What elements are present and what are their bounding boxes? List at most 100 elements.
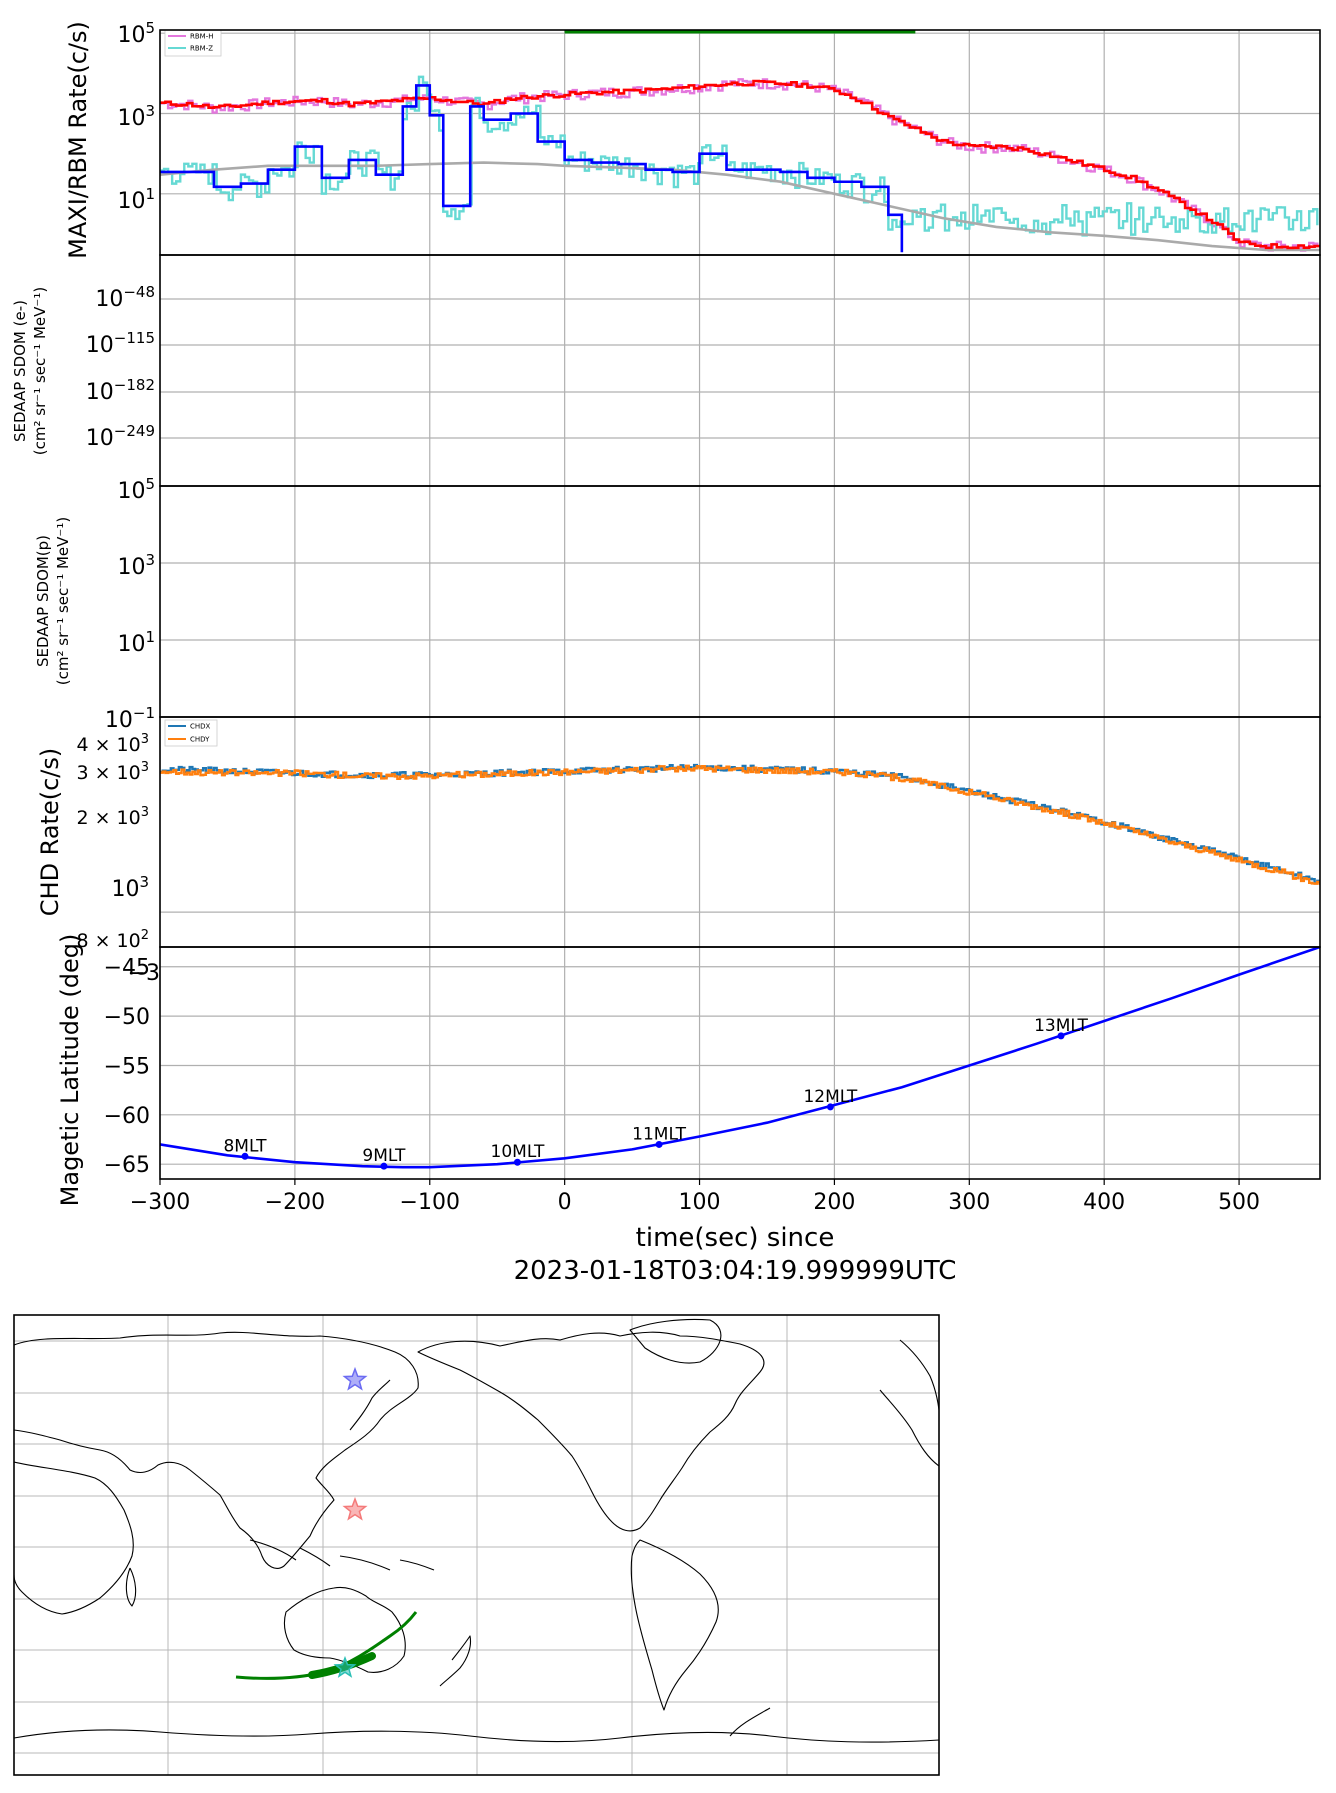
sdom-p-ylabel-2: (cm² sr⁻¹ sec⁻¹ MeV⁻¹) xyxy=(54,517,72,685)
x-tick-label: 400 xyxy=(1083,1190,1125,1215)
coast-asia-europe xyxy=(14,1331,419,1569)
coast-newzealand xyxy=(439,1635,472,1687)
series-rbm-gray xyxy=(160,161,1320,252)
coast-australia xyxy=(283,1586,406,1673)
tick-1e-115: 10−115 xyxy=(86,329,155,358)
mlt-label: 10MLT xyxy=(491,1142,545,1162)
maglat-partial-tick: −3 xyxy=(128,961,160,986)
mlt-point xyxy=(655,1140,663,1148)
tick-p-1e5: 105 xyxy=(117,475,155,504)
red-star-icon xyxy=(342,1496,368,1521)
mlt-label: 11MLT xyxy=(632,1124,686,1144)
tick-1e-48: 10−48 xyxy=(95,283,155,312)
sdom-e-ylabel-2: (cm² sr⁻¹ sec⁻¹ MeV⁻¹) xyxy=(31,287,49,455)
sdom-e-ylabel-1: SEDAAP SDOM (e-) xyxy=(11,300,29,442)
x-tick-label: 0 xyxy=(558,1190,572,1215)
tick-1e3: 103 xyxy=(117,102,155,131)
blue-star-icon xyxy=(342,1366,368,1391)
map-markers xyxy=(333,1366,368,1678)
sdom-e-grid xyxy=(159,255,1320,486)
coast-south-america xyxy=(630,1539,719,1711)
maglat-y-tick: −65 xyxy=(104,1153,150,1178)
x-tick-label: 100 xyxy=(679,1190,721,1215)
tick-1e5: 105 xyxy=(117,19,155,48)
maglat-series-group xyxy=(160,947,1320,1169)
legend-chdx: CHDX xyxy=(190,723,211,731)
x-tick-label: −100 xyxy=(400,1190,460,1215)
sdom-p-ylabel-1: SEDAAP SDOM(p) xyxy=(34,535,52,667)
coast-madagascar xyxy=(125,1567,137,1607)
coast-japan xyxy=(349,1379,391,1431)
coast-greenland xyxy=(629,1318,722,1364)
sdom-p-grid xyxy=(159,486,1320,717)
rbm-y-ticks: 105 103 101 xyxy=(117,19,155,214)
coast-antarctic-peninsula xyxy=(729,1707,771,1737)
tick-4e3: 4 × 103 xyxy=(76,732,149,756)
series-rbm-red xyxy=(160,79,1320,250)
panel-frames xyxy=(159,29,1321,1180)
maglat-y-tick: −50 xyxy=(104,1005,150,1030)
tick-1e-182: 10−182 xyxy=(86,376,155,405)
x-tick-label: −300 xyxy=(130,1190,190,1215)
coast-north-america xyxy=(417,1331,765,1532)
x-tick-label: −200 xyxy=(265,1190,325,1215)
tick-p-1e-1: 10−1 xyxy=(105,704,155,733)
legend-chdy: CHDY xyxy=(190,736,210,744)
series-rbm-blue xyxy=(160,84,904,253)
sdom-e-panel: 10−48 10−115 10−182 10−249 SEDAAP SDOM (… xyxy=(11,255,1320,486)
maglat-panel: 8MLT 9MLT 10MLT 11MLT 12MLT 13MLT −45 −50 −55 −6… xyxy=(56,934,1320,1215)
maglat-y-ticks: −45 −50 −55 −60 −65 xyxy=(104,956,150,1178)
rbm-series-group xyxy=(160,75,1320,253)
mlt-label: 12MLT xyxy=(803,1087,857,1107)
cyan-star-icon xyxy=(333,1655,357,1678)
series-maglat xyxy=(160,947,1320,1169)
coast-africa xyxy=(14,1461,134,1615)
tick-1e-249: 10−249 xyxy=(86,422,155,451)
rbm-ylabel: MAXI/RBM Rate(c/s) xyxy=(64,21,92,259)
chd-ylabel: CHD Rate(c/s) xyxy=(36,748,64,916)
map-frame xyxy=(13,1314,940,1776)
x-tick-label: 500 xyxy=(1218,1190,1260,1215)
maglat-ylabel: Magetic Latitude (deg) xyxy=(56,934,84,1207)
tick-1e1: 101 xyxy=(117,185,155,214)
chd-legend: CHDX CHDY xyxy=(164,719,218,747)
chd-y-ticks: 4 × 103 3 × 103 2 × 103 103 8 × 102 xyxy=(76,732,149,952)
rbm-legend: RBM-H RBM-Z xyxy=(164,29,222,57)
maglat-grid xyxy=(159,947,1320,1179)
mlt-point xyxy=(241,1152,249,1160)
tick-p-1e1: 101 xyxy=(117,628,155,657)
coastlines xyxy=(14,1318,939,1743)
x-axis-ticks: −300 −200 −100 0 100 200 300 400 500 xyxy=(130,1179,1260,1215)
sdom-p-y-ticks: 105 103 101 10−1 xyxy=(105,475,155,733)
tick-3e3: 3 × 103 xyxy=(76,760,149,784)
series-chdy xyxy=(160,764,1320,885)
series-rbm-z xyxy=(160,75,1319,237)
rbm-grid xyxy=(159,30,1320,255)
series-chdx xyxy=(160,763,1320,885)
tick-2e3: 2 × 103 xyxy=(76,805,149,829)
mlt-point xyxy=(826,1103,834,1111)
maglat-y-tick: −55 xyxy=(104,1054,150,1079)
mlt-label: 8MLT xyxy=(223,1136,267,1156)
tick-8e2: 8 × 102 xyxy=(76,928,149,952)
mlt-point xyxy=(513,1158,521,1166)
maglat-y-tick: −45 xyxy=(104,956,150,981)
tick-1e3-chd: 103 xyxy=(111,873,149,902)
coast-indonesia xyxy=(249,1539,435,1571)
x-axis-label-line2: 2023-01-18T03:04:19.999999UTC xyxy=(514,1256,957,1286)
sdom-p-panel: 105 103 101 10−1 SEDAAP SDOM(p) (cm² sr⁻… xyxy=(34,475,1320,733)
maglat-y-tick: −60 xyxy=(104,1104,150,1129)
legend-rbm-h: RBM-H xyxy=(190,33,214,41)
mlt-point xyxy=(380,1162,388,1170)
map-grid xyxy=(14,1315,939,1775)
x-tick-label: 300 xyxy=(948,1190,990,1215)
mlt-points-group: 8MLT 9MLT 10MLT 11MLT 12MLT 13MLT xyxy=(223,1016,1089,1170)
x-axis-label-line1: time(sec) since xyxy=(636,1223,835,1253)
rbm-panel: RBM-H RBM-Z 105 103 101 MAXI/RBM Rate(c/… xyxy=(64,19,1320,259)
mlt-point xyxy=(1057,1032,1065,1040)
chd-panel: CHDX CHDY 4 × 103 3 × 103 2 × 103 103 8 … xyxy=(36,717,1320,952)
x-tick-label: 200 xyxy=(813,1190,855,1215)
chd-series-group xyxy=(160,763,1320,885)
world-map xyxy=(13,1314,940,1776)
